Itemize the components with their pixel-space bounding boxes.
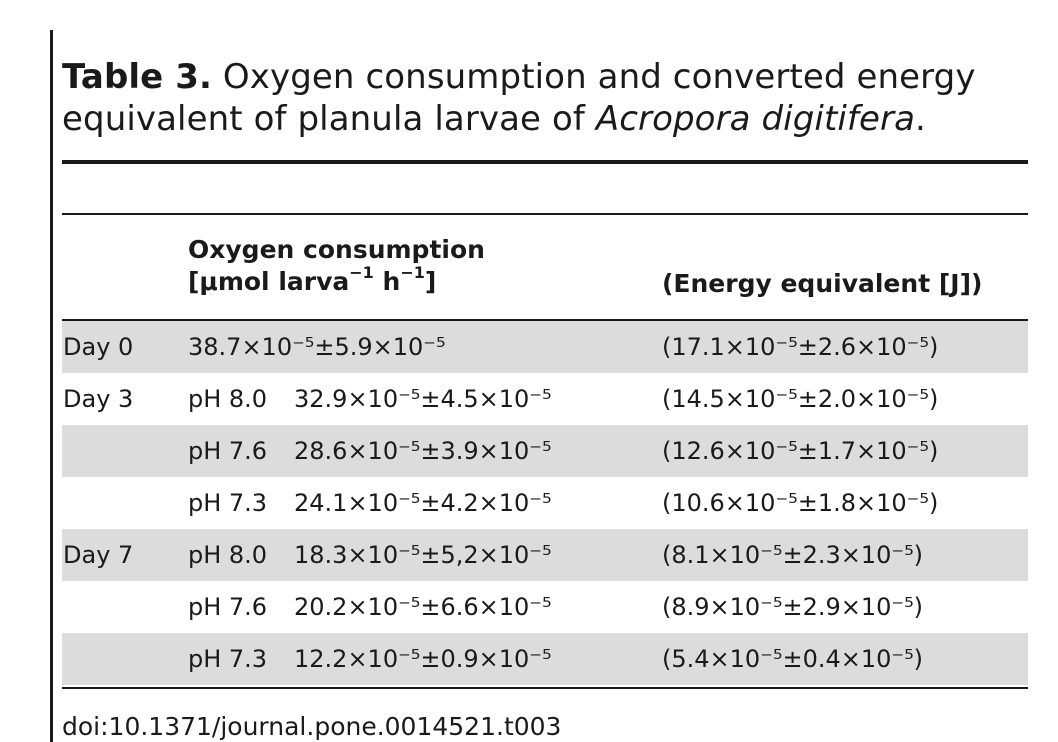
caption-end: . xyxy=(915,99,926,139)
table-caption: Table 3. Oxygen consumption and converte… xyxy=(62,56,1052,140)
oxygen-cell: 38.7×10⁻⁵±5.9×10⁻⁵ xyxy=(188,333,446,361)
table-bottom-rule xyxy=(62,687,1028,689)
table-body: Day 0 38.7×10⁻⁵±5.9×10⁻⁵ (17.1×10⁻⁵±2.6×… xyxy=(62,321,1028,685)
header-top-rule xyxy=(62,213,1028,215)
table-row: pH 7.6 20.2×10⁻⁵±6.6×10⁻⁵ (8.9×10⁻⁵±2.9×… xyxy=(62,581,1028,633)
oxygen-cell: 12.2×10⁻⁵±0.9×10⁻⁵ xyxy=(294,645,552,673)
oxygen-cell: 24.1×10⁻⁵±4.2×10⁻⁵ xyxy=(294,489,552,517)
table-row: Day 3 pH 8.0 32.9×10⁻⁵±4.5×10⁻⁵ (14.5×10… xyxy=(62,373,1028,425)
doi-link[interactable]: doi:10.1371/journal.pone.0014521.t003 xyxy=(62,712,562,741)
species-name: Acropora digitifera xyxy=(595,99,916,139)
oxygen-cell: 18.3×10⁻⁵±5,2×10⁻⁵ xyxy=(294,541,552,569)
ph-cell: pH 8.0 xyxy=(188,385,268,413)
table-row: pH 7.3 24.1×10⁻⁵±4.2×10⁻⁵ (10.6×10⁻⁵±1.8… xyxy=(62,477,1028,529)
day-cell: Day 0 xyxy=(63,333,134,361)
ph-cell: pH 7.6 xyxy=(188,437,268,465)
energy-cell: (14.5×10⁻⁵±2.0×10⁻⁵) xyxy=(662,385,939,413)
table-row: pH 7.6 28.6×10⁻⁵±3.9×10⁻⁵ (12.6×10⁻⁵±1.7… xyxy=(62,425,1028,477)
oxygen-cell: 28.6×10⁻⁵±3.9×10⁻⁵ xyxy=(294,437,552,465)
ph-cell: pH 8.0 xyxy=(188,541,268,569)
top-rule xyxy=(62,160,1028,164)
table-row: Day 7 pH 8.0 18.3×10⁻⁵±5,2×10⁻⁵ (8.1×10⁻… xyxy=(62,529,1028,581)
table-label: Table 3. xyxy=(62,57,213,97)
table-row: Day 0 38.7×10⁻⁵±5.9×10⁻⁵ (17.1×10⁻⁵±2.6×… xyxy=(62,321,1028,373)
oxygen-cell: 20.2×10⁻⁵±6.6×10⁻⁵ xyxy=(294,593,552,621)
header-bottom-rule xyxy=(62,319,1028,321)
day-cell: Day 3 xyxy=(63,385,134,413)
ph-cell: pH 7.3 xyxy=(188,645,268,673)
column-header-energy: (Energy equivalent [J]) xyxy=(662,269,983,298)
ph-cell: pH 7.3 xyxy=(188,489,268,517)
ph-cell: pH 7.6 xyxy=(188,593,268,621)
energy-cell: (8.9×10⁻⁵±2.9×10⁻⁵) xyxy=(662,593,924,621)
oxygen-header-title: Oxygen consumption xyxy=(188,235,485,264)
energy-cell: (8.1×10⁻⁵±2.3×10⁻⁵) xyxy=(662,541,924,569)
energy-cell: (17.1×10⁻⁵±2.6×10⁻⁵) xyxy=(662,333,939,361)
energy-cell: (5.4×10⁻⁵±0.4×10⁻⁵) xyxy=(662,645,924,673)
energy-cell: (10.6×10⁻⁵±1.8×10⁻⁵) xyxy=(662,489,939,517)
day-cell: Day 7 xyxy=(63,541,134,569)
oxygen-cell: 32.9×10⁻⁵±4.5×10⁻⁵ xyxy=(294,385,552,413)
oxygen-header-unit: [μmol larva−1 h−1] xyxy=(188,263,437,297)
energy-cell: (12.6×10⁻⁵±1.7×10⁻⁵) xyxy=(662,437,939,465)
column-header-oxygen: Oxygen consumption [μmol larva−1 h−1] xyxy=(188,234,485,298)
left-margin-rule xyxy=(50,30,53,742)
caption-text: Oxygen consumption and converted energy … xyxy=(62,57,976,139)
table-row: pH 7.3 12.2×10⁻⁵±0.9×10⁻⁵ (5.4×10⁻⁵±0.4×… xyxy=(62,633,1028,685)
